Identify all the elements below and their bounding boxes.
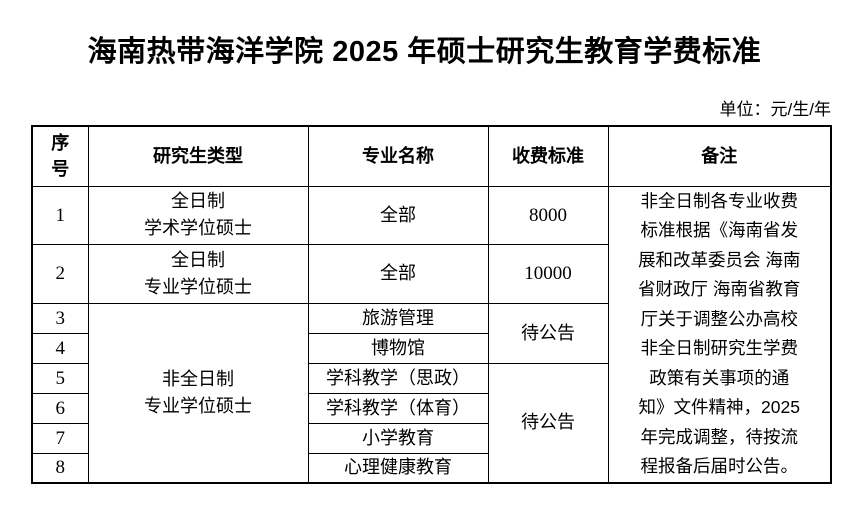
cell-major: 全部 xyxy=(307,243,489,304)
cell-no: 8 xyxy=(31,452,89,484)
header-major: 专业名称 xyxy=(307,125,489,187)
header-no: 序 号 xyxy=(31,125,89,187)
table-header-row: 序 号 研究生类型 专业名称 收费标准 备注 xyxy=(31,125,832,187)
cell-major: 学科教学（思政） xyxy=(307,362,489,394)
table-row: 8 心理健康教育 xyxy=(31,452,831,484)
header-type: 研究生类型 xyxy=(87,125,309,187)
cell-major: 全部 xyxy=(307,185,489,245)
unit-note: 单位：元/生/年 xyxy=(719,100,831,119)
table-row: 6 学科教学（体育） xyxy=(31,392,831,424)
cell-major: 心理健康教育 xyxy=(307,452,489,484)
table-row: 4 博物馆 xyxy=(31,332,831,364)
cell-type: 全日制 学术学位硕士 xyxy=(87,185,309,245)
cell-fee: 10000 xyxy=(487,243,609,304)
cell-no: 2 xyxy=(31,243,89,304)
cell-type: 全日制 专业学位硕士 xyxy=(87,243,309,304)
cell-major: 博物馆 xyxy=(307,332,489,364)
cell-major: 学科教学（体育） xyxy=(307,392,489,424)
cell-fee: 8000 xyxy=(487,185,609,245)
header-remark: 备注 xyxy=(607,125,832,187)
table-row: 2 全日制 专业学位硕士 全部 10000 xyxy=(31,243,831,304)
fee-table: 序 号 研究生类型 专业名称 收费标准 备注 1 全日制 学术学位硕士 全部 8… xyxy=(31,125,832,484)
cell-remark: 非全日制各专业收费 标准根据《海南省发 展和改革委员会 海南 省财政厅 海南省教… xyxy=(607,185,832,484)
header-fee: 收费标准 xyxy=(487,125,609,187)
cell-no: 4 xyxy=(31,332,89,364)
cell-fee-pending-1: 待公告 xyxy=(487,302,609,364)
cell-no: 7 xyxy=(31,422,89,454)
cell-no: 6 xyxy=(31,392,89,424)
cell-no: 1 xyxy=(31,185,89,245)
cell-type-nonfulltime: 非全日制 专业学位硕士 xyxy=(87,302,309,484)
cell-fee-pending-2: 待公告 xyxy=(487,362,609,484)
table-row: 3 非全日制 专业学位硕士 旅游管理 待公告 xyxy=(31,302,831,484)
page-title: 海南热带海洋学院 2025 年硕士研究生教育学费标准 xyxy=(87,36,762,68)
cell-major: 小学教育 xyxy=(307,422,489,454)
cell-no: 5 xyxy=(31,362,89,394)
cell-major: 旅游管理 xyxy=(307,302,489,334)
cell-no: 3 xyxy=(31,302,89,334)
table-row: 1 全日制 学术学位硕士 全部 8000 非全日制各专业收费 标准根据《海南省发… xyxy=(31,185,832,484)
